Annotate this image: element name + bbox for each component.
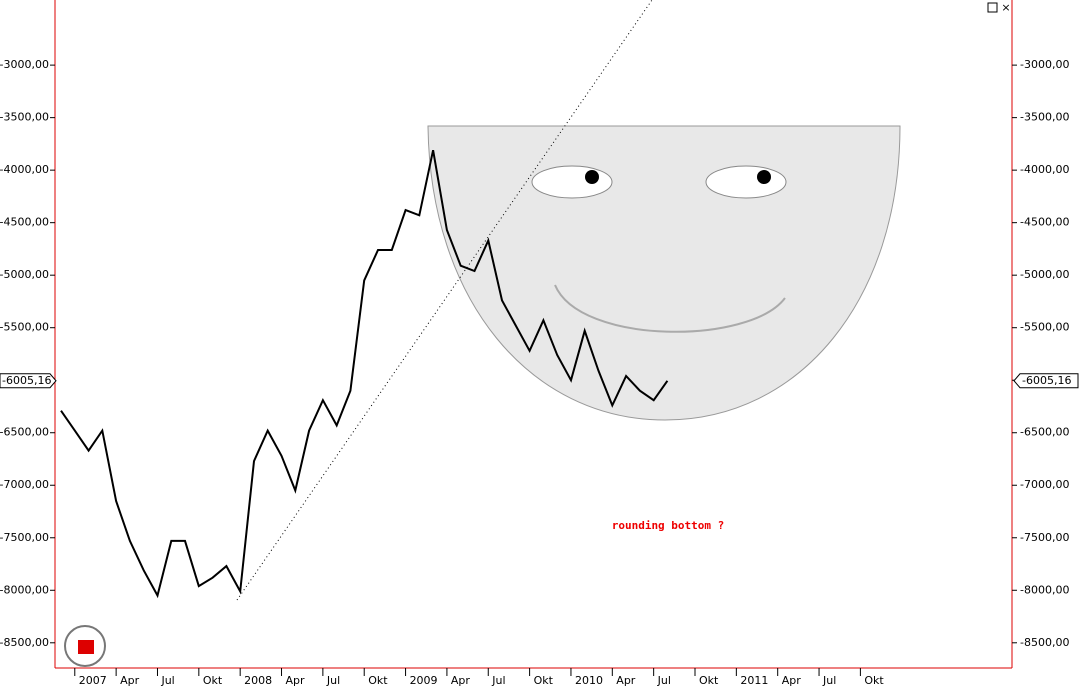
y-tick-label: -3000,00 [0, 58, 49, 71]
x-tick-label: Jul [160, 674, 174, 687]
x-tick-label: Okt [534, 674, 554, 687]
x-tick-label: 2011 [740, 674, 768, 687]
y-tick-label: -4000,00 [1020, 163, 1069, 176]
y-tick-label: -3500,00 [0, 111, 49, 124]
y-tick-label: -7500,00 [0, 531, 49, 544]
x-tick-label: Jul [491, 674, 505, 687]
smiley-overlay [427, 125, 901, 421]
mouth [554, 284, 786, 333]
annotation: rounding bottom ? [612, 519, 725, 532]
x-tick-label: 2008 [244, 674, 272, 687]
logo-box [78, 640, 94, 654]
eye [531, 165, 613, 199]
y-tick-label: -5000,00 [1020, 268, 1069, 281]
trend-line [236, 0, 653, 601]
x-tick-label: Apr [616, 674, 636, 687]
y-tick-label: -8000,00 [0, 583, 49, 596]
y-tick-label: -5500,00 [0, 321, 49, 334]
x-tick-label: 2009 [410, 674, 438, 687]
x-tick-label: Okt [864, 674, 884, 687]
y-tick-label: -6500,00 [0, 426, 49, 439]
y-tick-label: -6500,00 [1020, 426, 1069, 439]
logo [64, 625, 106, 667]
y-tick-label: -5000,00 [0, 268, 49, 281]
price-line [60, 149, 669, 599]
close-button[interactable]: × [1001, 1, 1010, 14]
face [427, 125, 901, 421]
x-tick-label: Okt [368, 674, 388, 687]
y-tick-label: -8000,00 [1020, 583, 1069, 596]
x-tick-label: Apr [782, 674, 802, 687]
x-tick-label: Jul [657, 674, 671, 687]
y-tick-label: -3500,00 [1020, 111, 1069, 124]
y-tick-label: -4500,00 [1020, 216, 1069, 229]
x-tick-label: Apr [451, 674, 471, 687]
pupil [757, 170, 771, 184]
y-tick-label: -5500,00 [1020, 321, 1069, 334]
x-tick-label: 2007 [79, 674, 107, 687]
x-tick-label: Apr [286, 674, 306, 687]
x-tick-label: Okt [699, 674, 719, 687]
y-tick-label: -3000,00 [1020, 58, 1069, 71]
x-tick-label: Okt [203, 674, 223, 687]
eye [705, 165, 787, 199]
window-button[interactable] [987, 2, 998, 13]
last-value-label: -6005,16 [2, 374, 51, 387]
y-tick-label: -4500,00 [0, 216, 49, 229]
last-value-marker [1013, 373, 1079, 389]
pupil [585, 170, 599, 184]
y-tick-label: -8500,00 [0, 636, 49, 649]
last-value-label: -6005,16 [1022, 374, 1071, 387]
logo-wreath [64, 625, 106, 667]
x-tick-label: Apr [120, 674, 140, 687]
x-tick-label: 2010 [575, 674, 603, 687]
x-tick-label: Jul [326, 674, 340, 687]
last-value-marker [0, 373, 57, 389]
y-tick-label: -4000,00 [0, 163, 49, 176]
y-tick-label: -7000,00 [0, 478, 49, 491]
y-tick-label: -8500,00 [1020, 636, 1069, 649]
x-tick-label: Jul [822, 674, 836, 687]
y-tick-label: -7000,00 [1020, 478, 1069, 491]
y-tick-label: -7500,00 [1020, 531, 1069, 544]
